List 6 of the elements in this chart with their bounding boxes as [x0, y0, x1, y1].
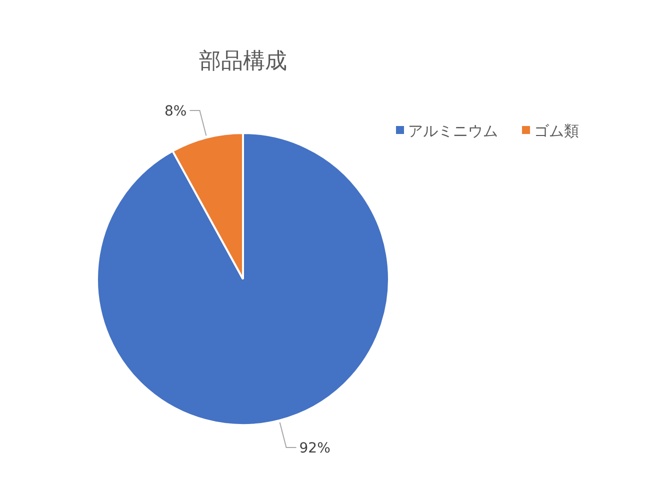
- data-label: 8%: [164, 103, 187, 120]
- data-label: 92%: [299, 440, 330, 457]
- pie-slice: [96, 132, 390, 426]
- chart-title: 部品構成: [199, 49, 287, 74]
- legend-label: ゴム類: [534, 122, 579, 140]
- legend-label: アルミニウム: [408, 122, 498, 140]
